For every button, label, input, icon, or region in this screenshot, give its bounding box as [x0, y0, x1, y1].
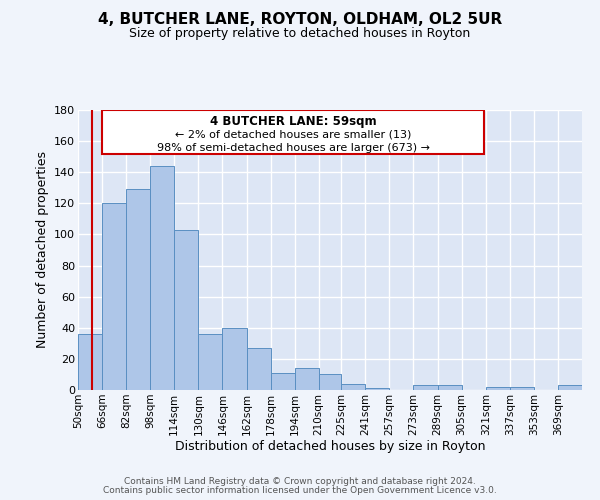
- Bar: [247, 348, 271, 390]
- Bar: [365, 388, 389, 390]
- Bar: [102, 110, 484, 154]
- X-axis label: Distribution of detached houses by size in Royton: Distribution of detached houses by size …: [175, 440, 485, 454]
- Bar: [341, 384, 365, 390]
- Y-axis label: Number of detached properties: Number of detached properties: [35, 152, 49, 348]
- Text: Size of property relative to detached houses in Royton: Size of property relative to detached ho…: [130, 28, 470, 40]
- Text: 4 BUTCHER LANE: 59sqm: 4 BUTCHER LANE: 59sqm: [210, 116, 376, 128]
- Bar: [78, 334, 102, 390]
- Bar: [486, 387, 510, 390]
- Bar: [295, 368, 319, 390]
- Bar: [150, 166, 174, 390]
- Bar: [126, 190, 150, 390]
- Bar: [174, 230, 199, 390]
- Text: ← 2% of detached houses are smaller (13): ← 2% of detached houses are smaller (13): [175, 130, 412, 140]
- Text: Contains public sector information licensed under the Open Government Licence v3: Contains public sector information licen…: [103, 486, 497, 495]
- Bar: [558, 386, 582, 390]
- Bar: [437, 386, 461, 390]
- Bar: [271, 373, 295, 390]
- Bar: [199, 334, 223, 390]
- Bar: [223, 328, 247, 390]
- Text: Contains HM Land Registry data © Crown copyright and database right 2024.: Contains HM Land Registry data © Crown c…: [124, 477, 476, 486]
- Text: 4, BUTCHER LANE, ROYTON, OLDHAM, OL2 5UR: 4, BUTCHER LANE, ROYTON, OLDHAM, OL2 5UR: [98, 12, 502, 28]
- Bar: [510, 387, 534, 390]
- Bar: [102, 204, 126, 390]
- Bar: [413, 386, 437, 390]
- Bar: [319, 374, 341, 390]
- Text: 98% of semi-detached houses are larger (673) →: 98% of semi-detached houses are larger (…: [157, 144, 430, 154]
